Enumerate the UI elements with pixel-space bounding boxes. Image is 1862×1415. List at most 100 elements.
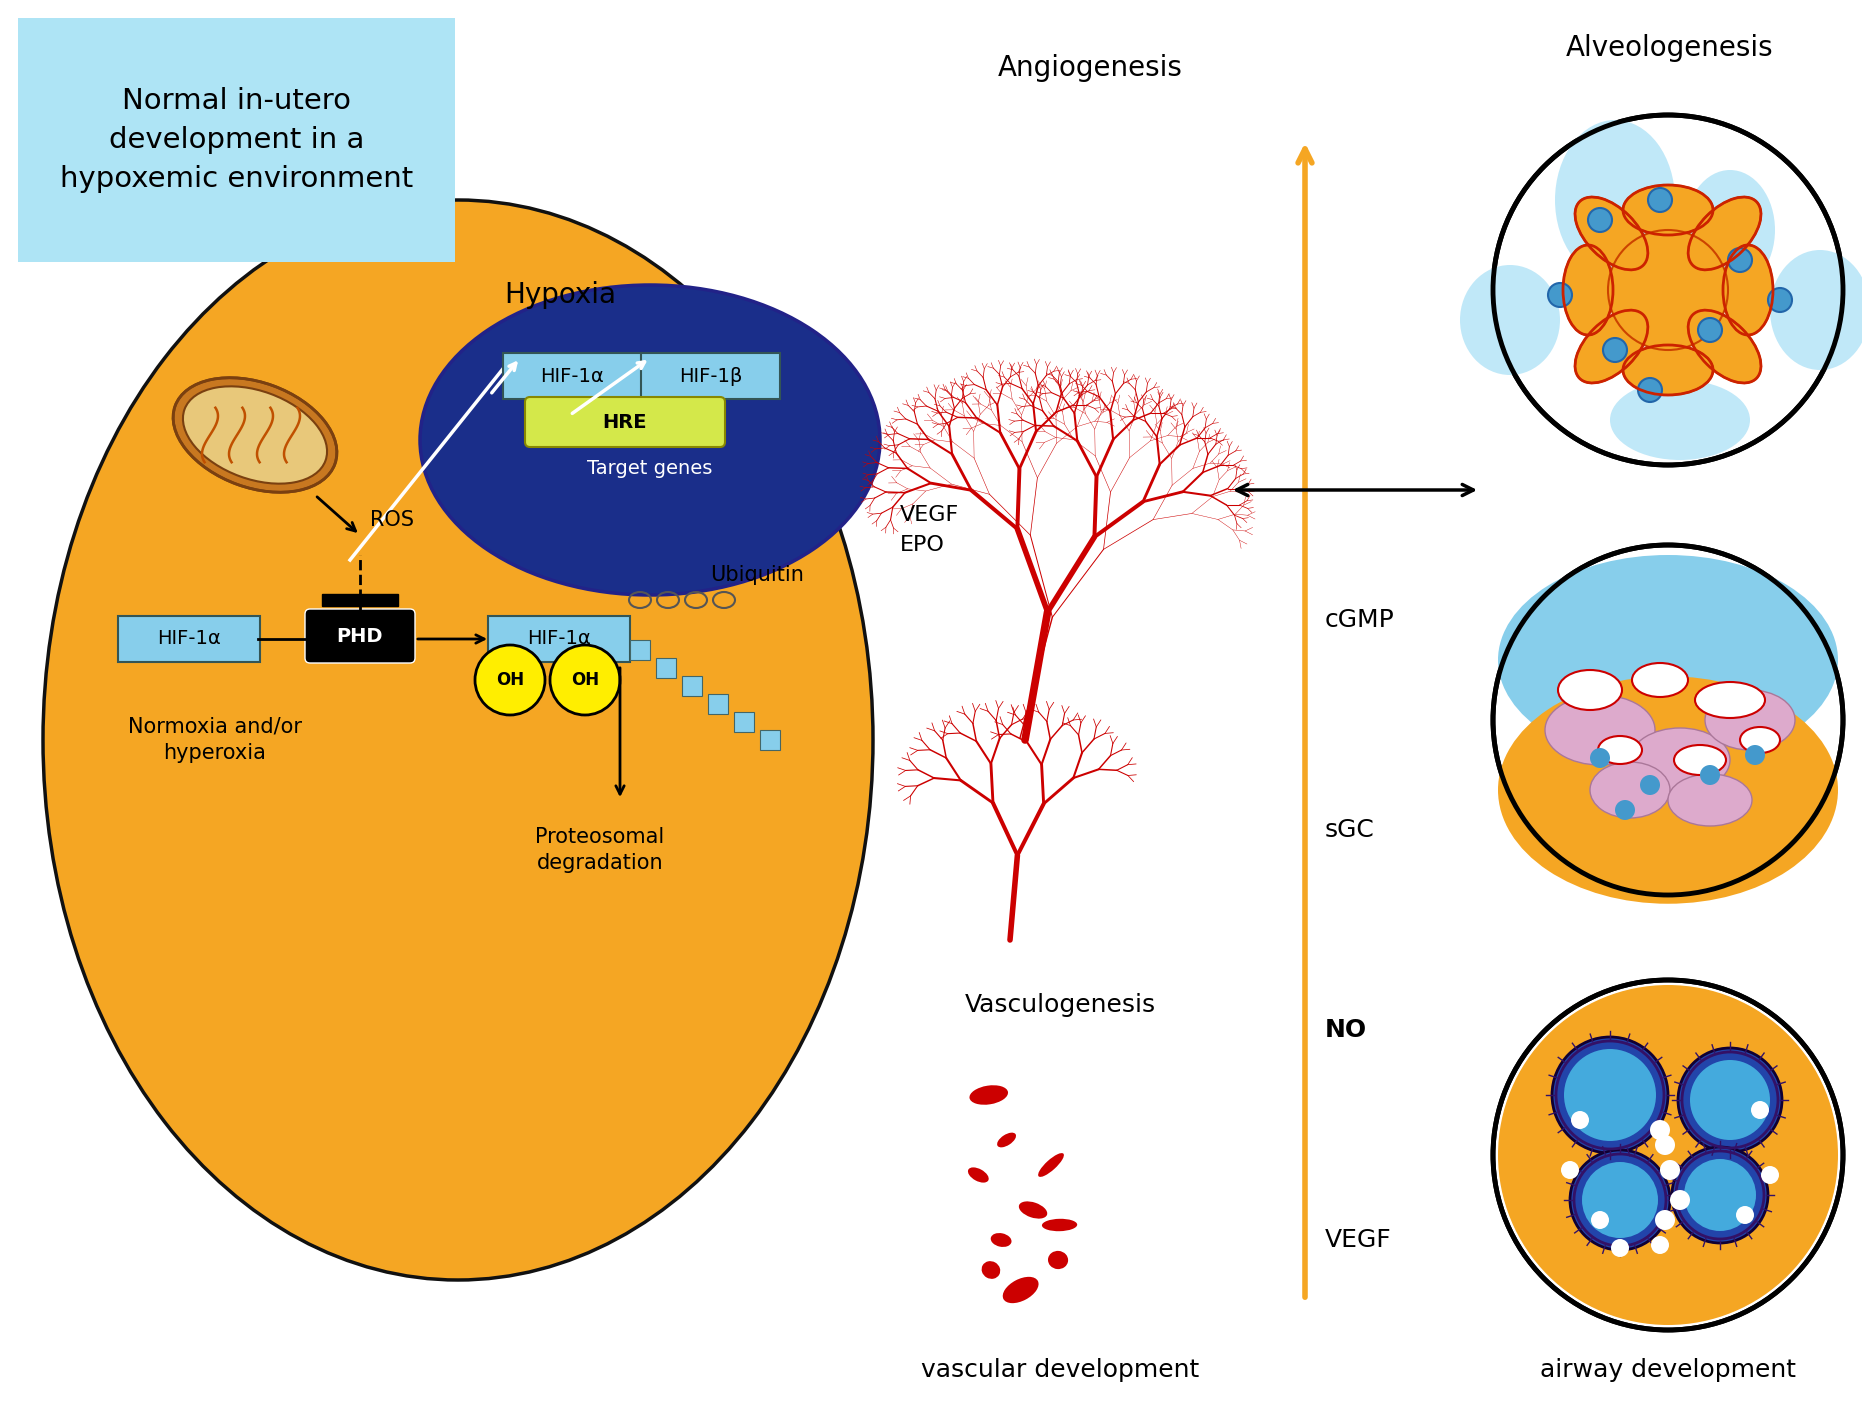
Text: HRE: HRE xyxy=(603,413,648,432)
Circle shape xyxy=(1614,799,1635,821)
Text: PHD: PHD xyxy=(337,627,384,645)
Circle shape xyxy=(1588,208,1612,232)
Ellipse shape xyxy=(1694,682,1765,717)
Circle shape xyxy=(1745,746,1765,766)
Ellipse shape xyxy=(1575,310,1648,383)
Ellipse shape xyxy=(968,1167,989,1183)
FancyBboxPatch shape xyxy=(525,398,724,447)
Text: Vasculogenesis: Vasculogenesis xyxy=(965,993,1156,1017)
Ellipse shape xyxy=(1739,727,1780,753)
Circle shape xyxy=(549,645,620,715)
Ellipse shape xyxy=(1019,1201,1046,1218)
Bar xyxy=(629,640,650,659)
FancyBboxPatch shape xyxy=(305,608,415,664)
Bar xyxy=(734,712,754,732)
Circle shape xyxy=(1678,1049,1782,1152)
Text: OH: OH xyxy=(495,671,523,689)
Ellipse shape xyxy=(1722,245,1773,335)
Circle shape xyxy=(1590,1211,1609,1230)
Circle shape xyxy=(1572,1111,1588,1129)
Ellipse shape xyxy=(173,378,337,492)
Circle shape xyxy=(1769,289,1791,311)
Circle shape xyxy=(1640,775,1661,795)
Circle shape xyxy=(1735,1206,1754,1224)
Ellipse shape xyxy=(1590,763,1670,818)
Text: sGC: sGC xyxy=(1326,818,1374,842)
Ellipse shape xyxy=(1668,774,1752,826)
Circle shape xyxy=(1639,378,1663,402)
Circle shape xyxy=(1611,1240,1629,1257)
Bar xyxy=(681,676,702,696)
Text: Normoxia and/or
hyperoxia: Normoxia and/or hyperoxia xyxy=(128,717,302,763)
Circle shape xyxy=(1493,545,1843,896)
Ellipse shape xyxy=(1624,345,1713,395)
Ellipse shape xyxy=(1043,1218,1078,1231)
Circle shape xyxy=(1583,1162,1657,1238)
Circle shape xyxy=(1761,1166,1778,1184)
Circle shape xyxy=(1670,1190,1691,1210)
Circle shape xyxy=(1683,1159,1756,1231)
FancyBboxPatch shape xyxy=(641,352,780,399)
Ellipse shape xyxy=(1674,746,1726,775)
FancyBboxPatch shape xyxy=(488,616,629,662)
Ellipse shape xyxy=(1685,170,1774,290)
Circle shape xyxy=(1672,1148,1769,1242)
Ellipse shape xyxy=(1499,555,1838,766)
Text: Hypoxia: Hypoxia xyxy=(505,282,616,308)
Ellipse shape xyxy=(1575,197,1648,270)
Ellipse shape xyxy=(1624,185,1713,235)
Ellipse shape xyxy=(970,1085,1007,1105)
Ellipse shape xyxy=(1460,265,1560,375)
Ellipse shape xyxy=(1689,310,1761,383)
Circle shape xyxy=(1648,188,1672,212)
Ellipse shape xyxy=(1706,691,1795,750)
Bar xyxy=(760,730,780,750)
Ellipse shape xyxy=(1631,664,1689,698)
Ellipse shape xyxy=(421,284,881,594)
Ellipse shape xyxy=(1689,197,1761,270)
Text: Angiogenesis: Angiogenesis xyxy=(998,54,1182,82)
Text: Proteosomal
degradation: Proteosomal degradation xyxy=(536,826,665,873)
Circle shape xyxy=(1650,1121,1670,1140)
Text: Ubiquitin: Ubiquitin xyxy=(709,565,804,584)
Circle shape xyxy=(1590,749,1611,768)
Circle shape xyxy=(1570,1150,1670,1249)
Circle shape xyxy=(1560,1160,1579,1179)
Ellipse shape xyxy=(182,386,328,484)
Bar xyxy=(655,658,676,678)
FancyBboxPatch shape xyxy=(117,616,261,662)
Circle shape xyxy=(1655,1210,1676,1230)
Circle shape xyxy=(1547,283,1572,307)
Circle shape xyxy=(1661,1160,1680,1180)
Circle shape xyxy=(1700,766,1720,785)
Ellipse shape xyxy=(1598,736,1642,764)
Text: vascular development: vascular development xyxy=(922,1358,1199,1382)
Circle shape xyxy=(1691,1060,1771,1140)
Text: HIF-1α: HIF-1α xyxy=(540,366,605,385)
Circle shape xyxy=(1750,1101,1769,1119)
Ellipse shape xyxy=(1611,381,1750,460)
Circle shape xyxy=(1603,338,1627,362)
Circle shape xyxy=(1698,318,1722,342)
Ellipse shape xyxy=(1771,250,1862,369)
Ellipse shape xyxy=(1555,120,1676,280)
Text: Normal in-utero
development in a
hypoxemic environment: Normal in-utero development in a hypoxem… xyxy=(60,86,413,192)
Bar xyxy=(708,693,728,715)
Ellipse shape xyxy=(1562,245,1612,335)
Circle shape xyxy=(1553,1037,1668,1153)
Ellipse shape xyxy=(1545,695,1655,766)
Circle shape xyxy=(1499,985,1838,1324)
Ellipse shape xyxy=(1499,676,1838,904)
Ellipse shape xyxy=(1004,1276,1039,1303)
Text: cGMP: cGMP xyxy=(1326,608,1395,633)
Circle shape xyxy=(1493,115,1843,466)
Ellipse shape xyxy=(43,200,873,1281)
Ellipse shape xyxy=(998,1132,1017,1148)
Ellipse shape xyxy=(1629,727,1730,792)
FancyBboxPatch shape xyxy=(503,352,642,399)
Text: VEGF
EPO: VEGF EPO xyxy=(899,505,959,555)
Text: OH: OH xyxy=(572,671,600,689)
Ellipse shape xyxy=(1039,1153,1063,1177)
Text: NO: NO xyxy=(1326,1017,1367,1041)
Text: Alveologenesis: Alveologenesis xyxy=(1566,34,1774,62)
